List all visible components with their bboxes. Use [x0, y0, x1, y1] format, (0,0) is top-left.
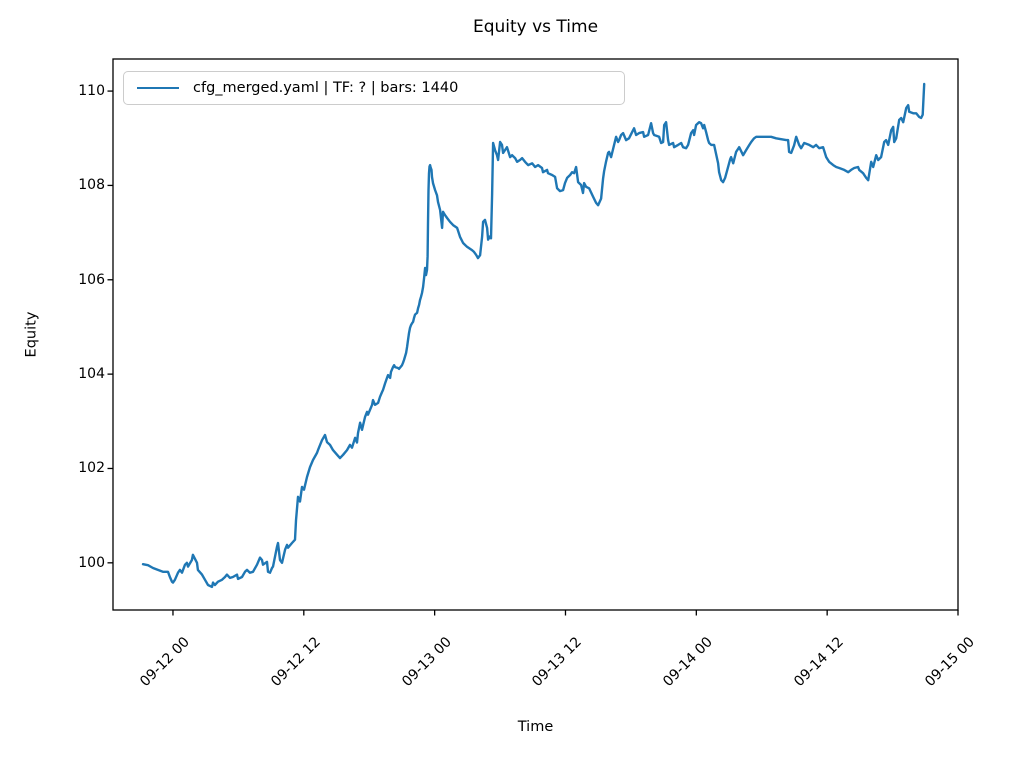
y-tick-label: 100	[78, 554, 105, 571]
axes-frame	[112, 58, 959, 611]
legend-line-sample	[137, 87, 179, 89]
y-tick-label: 102	[78, 460, 105, 477]
y-axis-label: Equity	[23, 311, 40, 358]
chart-title: Equity vs Time	[472, 17, 599, 37]
y-tick-label: 108	[78, 177, 105, 194]
legend-label: cfg_merged.yaml | TF: ? | bars: 1440	[193, 80, 459, 96]
y-tick-label: 106	[78, 271, 105, 288]
legend: cfg_merged.yaml | TF: ? | bars: 1440	[123, 71, 625, 105]
equity-line-series	[141, 82, 926, 589]
y-tick-label: 104	[78, 366, 105, 383]
y-tick-label: 110	[78, 83, 105, 100]
x-axis-label: Time	[517, 719, 554, 735]
